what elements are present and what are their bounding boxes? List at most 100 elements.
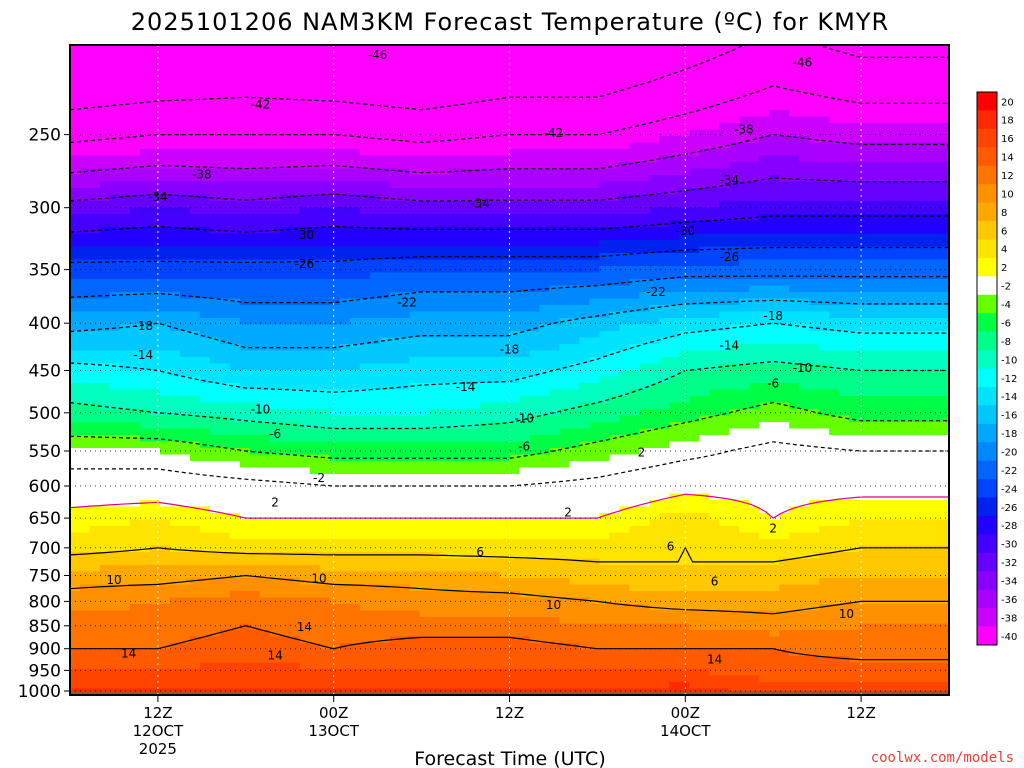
field-cell bbox=[609, 58, 620, 66]
field-cell bbox=[419, 292, 431, 300]
field-cell bbox=[329, 292, 341, 300]
field-cell bbox=[289, 233, 301, 241]
field-cell bbox=[79, 220, 91, 228]
field-cell bbox=[359, 136, 371, 144]
field-cell bbox=[549, 266, 561, 274]
field-cell bbox=[689, 259, 700, 267]
field-cell bbox=[159, 253, 171, 261]
field-cell bbox=[699, 253, 710, 261]
field-cell bbox=[639, 58, 650, 66]
field-cell bbox=[789, 318, 800, 326]
field-cell bbox=[549, 311, 561, 319]
field-cell bbox=[229, 129, 241, 137]
field-cell bbox=[349, 90, 361, 98]
field-cell bbox=[209, 97, 221, 105]
field-cell bbox=[219, 253, 231, 261]
field-cell bbox=[579, 396, 591, 404]
field-cell bbox=[829, 357, 840, 365]
field-cell bbox=[329, 194, 341, 202]
field-cell bbox=[589, 246, 600, 254]
field-cell bbox=[639, 363, 650, 371]
field-cell bbox=[329, 337, 341, 345]
field-cell bbox=[809, 279, 820, 287]
field-cell bbox=[939, 376, 949, 384]
field-cell bbox=[99, 298, 111, 306]
field-cell bbox=[519, 129, 531, 137]
field-cell bbox=[199, 344, 211, 352]
field-cell bbox=[429, 246, 441, 254]
field-cell bbox=[299, 58, 311, 66]
field-cell bbox=[229, 285, 241, 293]
field-cell bbox=[689, 129, 700, 137]
field-cell bbox=[479, 181, 491, 189]
field-cell bbox=[749, 188, 760, 196]
field-cell bbox=[719, 246, 730, 254]
field-cell bbox=[359, 194, 371, 202]
field-cell bbox=[219, 64, 231, 72]
field-cell bbox=[249, 181, 261, 189]
field-cell bbox=[819, 233, 830, 241]
field-cell bbox=[459, 344, 471, 352]
field-cell bbox=[579, 181, 591, 189]
field-cell bbox=[179, 110, 191, 118]
field-cell bbox=[349, 272, 361, 280]
field-cell bbox=[409, 227, 421, 235]
field-cell bbox=[329, 123, 341, 131]
field-cell bbox=[849, 311, 860, 319]
field-cell bbox=[489, 370, 501, 378]
field-cell bbox=[229, 383, 241, 391]
field-cell bbox=[699, 240, 710, 248]
field-cell bbox=[779, 58, 790, 66]
field-cell bbox=[919, 318, 930, 326]
field-cell bbox=[929, 110, 940, 118]
field-cell bbox=[889, 220, 900, 228]
field-cell bbox=[99, 201, 111, 209]
field-cell bbox=[70, 162, 81, 170]
field-cell bbox=[199, 77, 211, 85]
field-cell bbox=[269, 188, 281, 196]
field-cell bbox=[639, 240, 650, 248]
field-cell bbox=[409, 376, 421, 384]
field-cell bbox=[79, 253, 91, 261]
field-cell bbox=[70, 194, 81, 202]
field-cell bbox=[859, 110, 870, 118]
field-cell bbox=[319, 45, 331, 53]
field-cell bbox=[839, 350, 850, 358]
field-cell bbox=[239, 246, 251, 254]
field-cell bbox=[329, 246, 341, 254]
field-cell bbox=[499, 357, 511, 365]
field-cell bbox=[359, 259, 371, 267]
field-cell bbox=[599, 90, 610, 98]
field-cell bbox=[289, 123, 301, 131]
field-cell bbox=[799, 389, 810, 397]
field-cell bbox=[409, 396, 421, 404]
field-cell bbox=[689, 97, 700, 105]
field-cell bbox=[129, 207, 141, 215]
field-cell bbox=[839, 175, 850, 183]
field-cell bbox=[539, 311, 551, 319]
field-cell bbox=[79, 188, 91, 196]
field-cell bbox=[399, 71, 411, 79]
field-cell bbox=[599, 318, 610, 326]
field-cell bbox=[659, 266, 670, 274]
field-cell bbox=[919, 298, 930, 306]
field-cell bbox=[639, 227, 650, 235]
field-cell bbox=[339, 77, 351, 85]
field-cell bbox=[399, 376, 411, 384]
field-cell bbox=[469, 103, 481, 111]
field-cell bbox=[649, 279, 660, 287]
field-cell bbox=[259, 305, 271, 313]
field-cell bbox=[809, 90, 820, 98]
field-cell bbox=[629, 318, 640, 326]
field-cell bbox=[929, 318, 940, 326]
field-cell bbox=[309, 201, 321, 209]
field-cell bbox=[289, 370, 301, 378]
field-cell bbox=[489, 188, 501, 196]
field-cell bbox=[349, 383, 361, 391]
field-cell bbox=[399, 285, 411, 293]
field-cell bbox=[339, 363, 351, 371]
field-cell bbox=[389, 194, 401, 202]
field-cell bbox=[309, 103, 321, 111]
field-cell bbox=[409, 298, 421, 306]
field-cell bbox=[179, 240, 191, 248]
